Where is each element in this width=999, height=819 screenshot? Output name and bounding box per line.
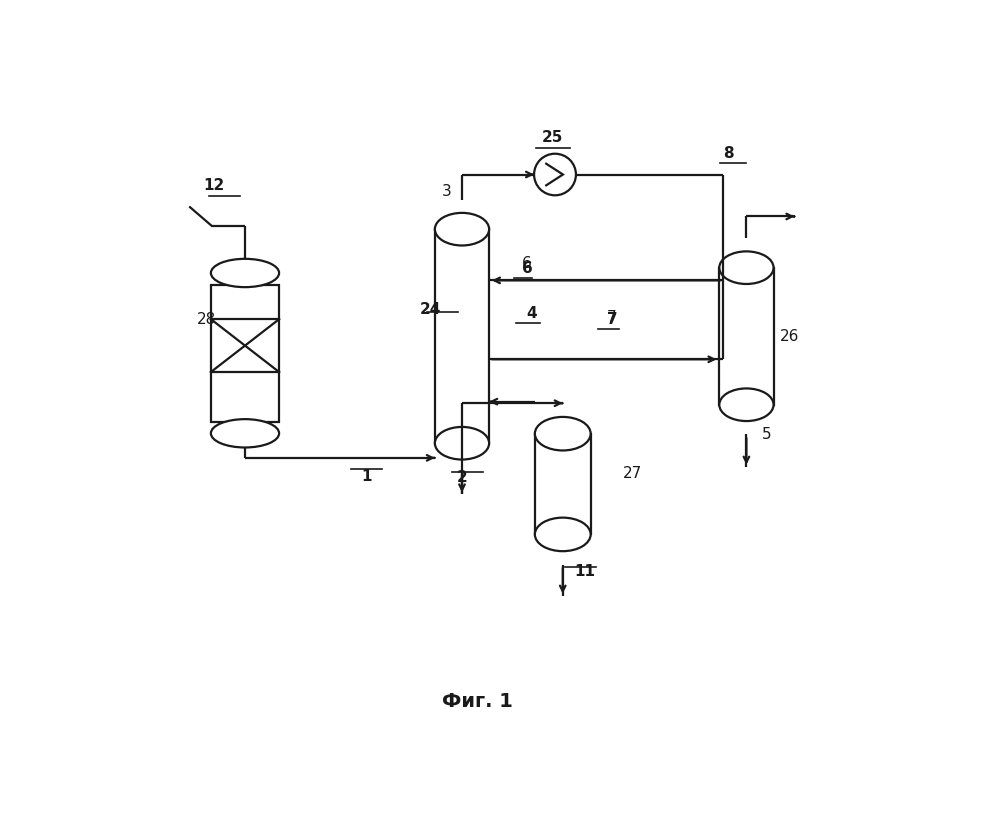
Text: 24: 24	[420, 301, 442, 317]
Text: 7: 7	[607, 310, 616, 324]
Ellipse shape	[211, 419, 279, 447]
Text: 26: 26	[780, 328, 799, 344]
Bar	[211, 284, 279, 422]
Text: 11: 11	[574, 563, 595, 578]
Text: 6: 6	[521, 261, 532, 276]
Text: 7: 7	[607, 312, 617, 327]
Circle shape	[534, 154, 576, 195]
Text: 28: 28	[197, 312, 217, 327]
Ellipse shape	[534, 518, 590, 551]
Text: 3: 3	[443, 184, 452, 199]
Bar	[534, 434, 590, 535]
Ellipse shape	[534, 417, 590, 450]
Ellipse shape	[719, 251, 773, 284]
Text: 5: 5	[762, 428, 771, 442]
Ellipse shape	[211, 259, 279, 287]
Text: 25: 25	[542, 130, 563, 145]
Ellipse shape	[435, 213, 490, 246]
Bar	[719, 268, 773, 405]
Text: Фиг. 1: Фиг. 1	[443, 692, 512, 712]
Text: 1: 1	[362, 468, 372, 484]
Text: 12: 12	[203, 178, 224, 193]
Bar	[435, 229, 490, 443]
Text: 8: 8	[722, 146, 733, 161]
Ellipse shape	[435, 427, 490, 459]
Text: 4: 4	[526, 305, 536, 321]
Text: 27: 27	[622, 466, 641, 481]
Text: 6: 6	[521, 256, 531, 271]
Ellipse shape	[719, 388, 773, 421]
Text: 2: 2	[457, 470, 468, 485]
